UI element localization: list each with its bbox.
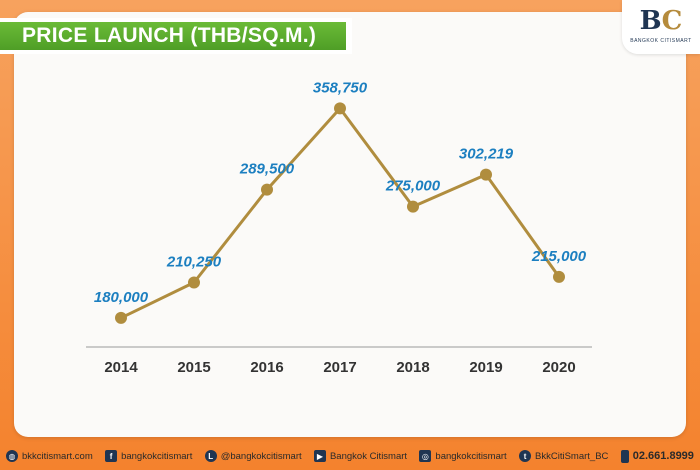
series-line bbox=[120, 106, 561, 320]
footer-phone[interactable]: 02.661.8999 bbox=[620, 449, 694, 463]
data-point-2016 bbox=[261, 183, 273, 196]
globe-icon: ◍ bbox=[6, 450, 18, 462]
data-label-2019: 302,219 bbox=[459, 146, 514, 163]
x-tick-2014: 2014 bbox=[104, 359, 138, 376]
logo-subtitle: BANGKOK CITISMART bbox=[630, 38, 692, 44]
footer-instagram[interactable]: ◎ bangkokcitismart bbox=[419, 450, 507, 462]
footer-youtube-text: Bangkok Citismart bbox=[329, 450, 408, 462]
twitter-icon: t bbox=[519, 450, 532, 462]
footer-youtube[interactable]: ▶ Bangkok Citismart bbox=[313, 450, 408, 462]
facebook-icon: f bbox=[105, 450, 118, 462]
data-point-2017 bbox=[334, 102, 346, 115]
footer-facebook[interactable]: f bangkokcitismart bbox=[105, 450, 192, 462]
data-point-2018 bbox=[407, 200, 419, 213]
x-tick-2015: 2015 bbox=[177, 359, 210, 376]
footer-website-text: bkkcitismart.com bbox=[22, 450, 93, 462]
line-icon: L bbox=[204, 450, 217, 462]
footer-twitter-text: BkkCitiSmart_BC bbox=[535, 450, 609, 462]
chart-title: PRICE LAUNCH (THB/SQ.M.) bbox=[0, 22, 346, 50]
instagram-icon: ◎ bbox=[419, 450, 432, 462]
data-label-2018: 275,000 bbox=[385, 178, 441, 195]
footer-line-text: @bangkokcitismart bbox=[220, 450, 302, 462]
footer-website[interactable]: ◍ bkkcitismart.com bbox=[6, 450, 93, 462]
footer-facebook-text: bangkokcitismart bbox=[121, 450, 193, 462]
youtube-icon: ▶ bbox=[313, 450, 326, 462]
footer-twitter[interactable]: t BkkCitiSmart_BC bbox=[519, 450, 608, 462]
line-chart: 180,000 2014 210,250 2015 289,500 2016 358,750… bbox=[86, 79, 592, 376]
footer-phone-text: 02.661.8999 bbox=[632, 450, 694, 462]
data-point-2020 bbox=[553, 270, 565, 283]
data-point-2015 bbox=[188, 276, 200, 289]
data-label-2016: 289,500 bbox=[239, 161, 295, 178]
data-point-2019 bbox=[480, 168, 492, 181]
phone-icon bbox=[620, 449, 629, 463]
data-label-2015: 210,250 bbox=[166, 254, 222, 271]
x-tick-2020: 2020 bbox=[542, 359, 575, 376]
logo-mark: BC bbox=[639, 6, 683, 36]
x-tick-2016: 2016 bbox=[250, 359, 283, 376]
data-point-2014 bbox=[115, 311, 127, 324]
data-label-2020: 215,000 bbox=[531, 248, 587, 265]
footer-line[interactable]: L @bangkokcitismart bbox=[204, 450, 302, 462]
chart-card bbox=[14, 12, 686, 437]
x-tick-2019: 2019 bbox=[469, 359, 502, 376]
x-tick-2017: 2017 bbox=[323, 359, 356, 376]
data-label-2017: 358,750 bbox=[313, 79, 368, 96]
data-label-2014: 180,000 bbox=[94, 289, 149, 306]
footer-instagram-text: bangkokcitismart bbox=[435, 450, 507, 462]
brand-logo: BC BANGKOK CITISMART bbox=[622, 0, 700, 54]
x-tick-2018: 2018 bbox=[396, 359, 429, 376]
footer-bar: ◍ bkkcitismart.com f bangkokcitismart L … bbox=[0, 446, 700, 466]
title-banner: PRICE LAUNCH (THB/SQ.M.) bbox=[0, 18, 352, 54]
